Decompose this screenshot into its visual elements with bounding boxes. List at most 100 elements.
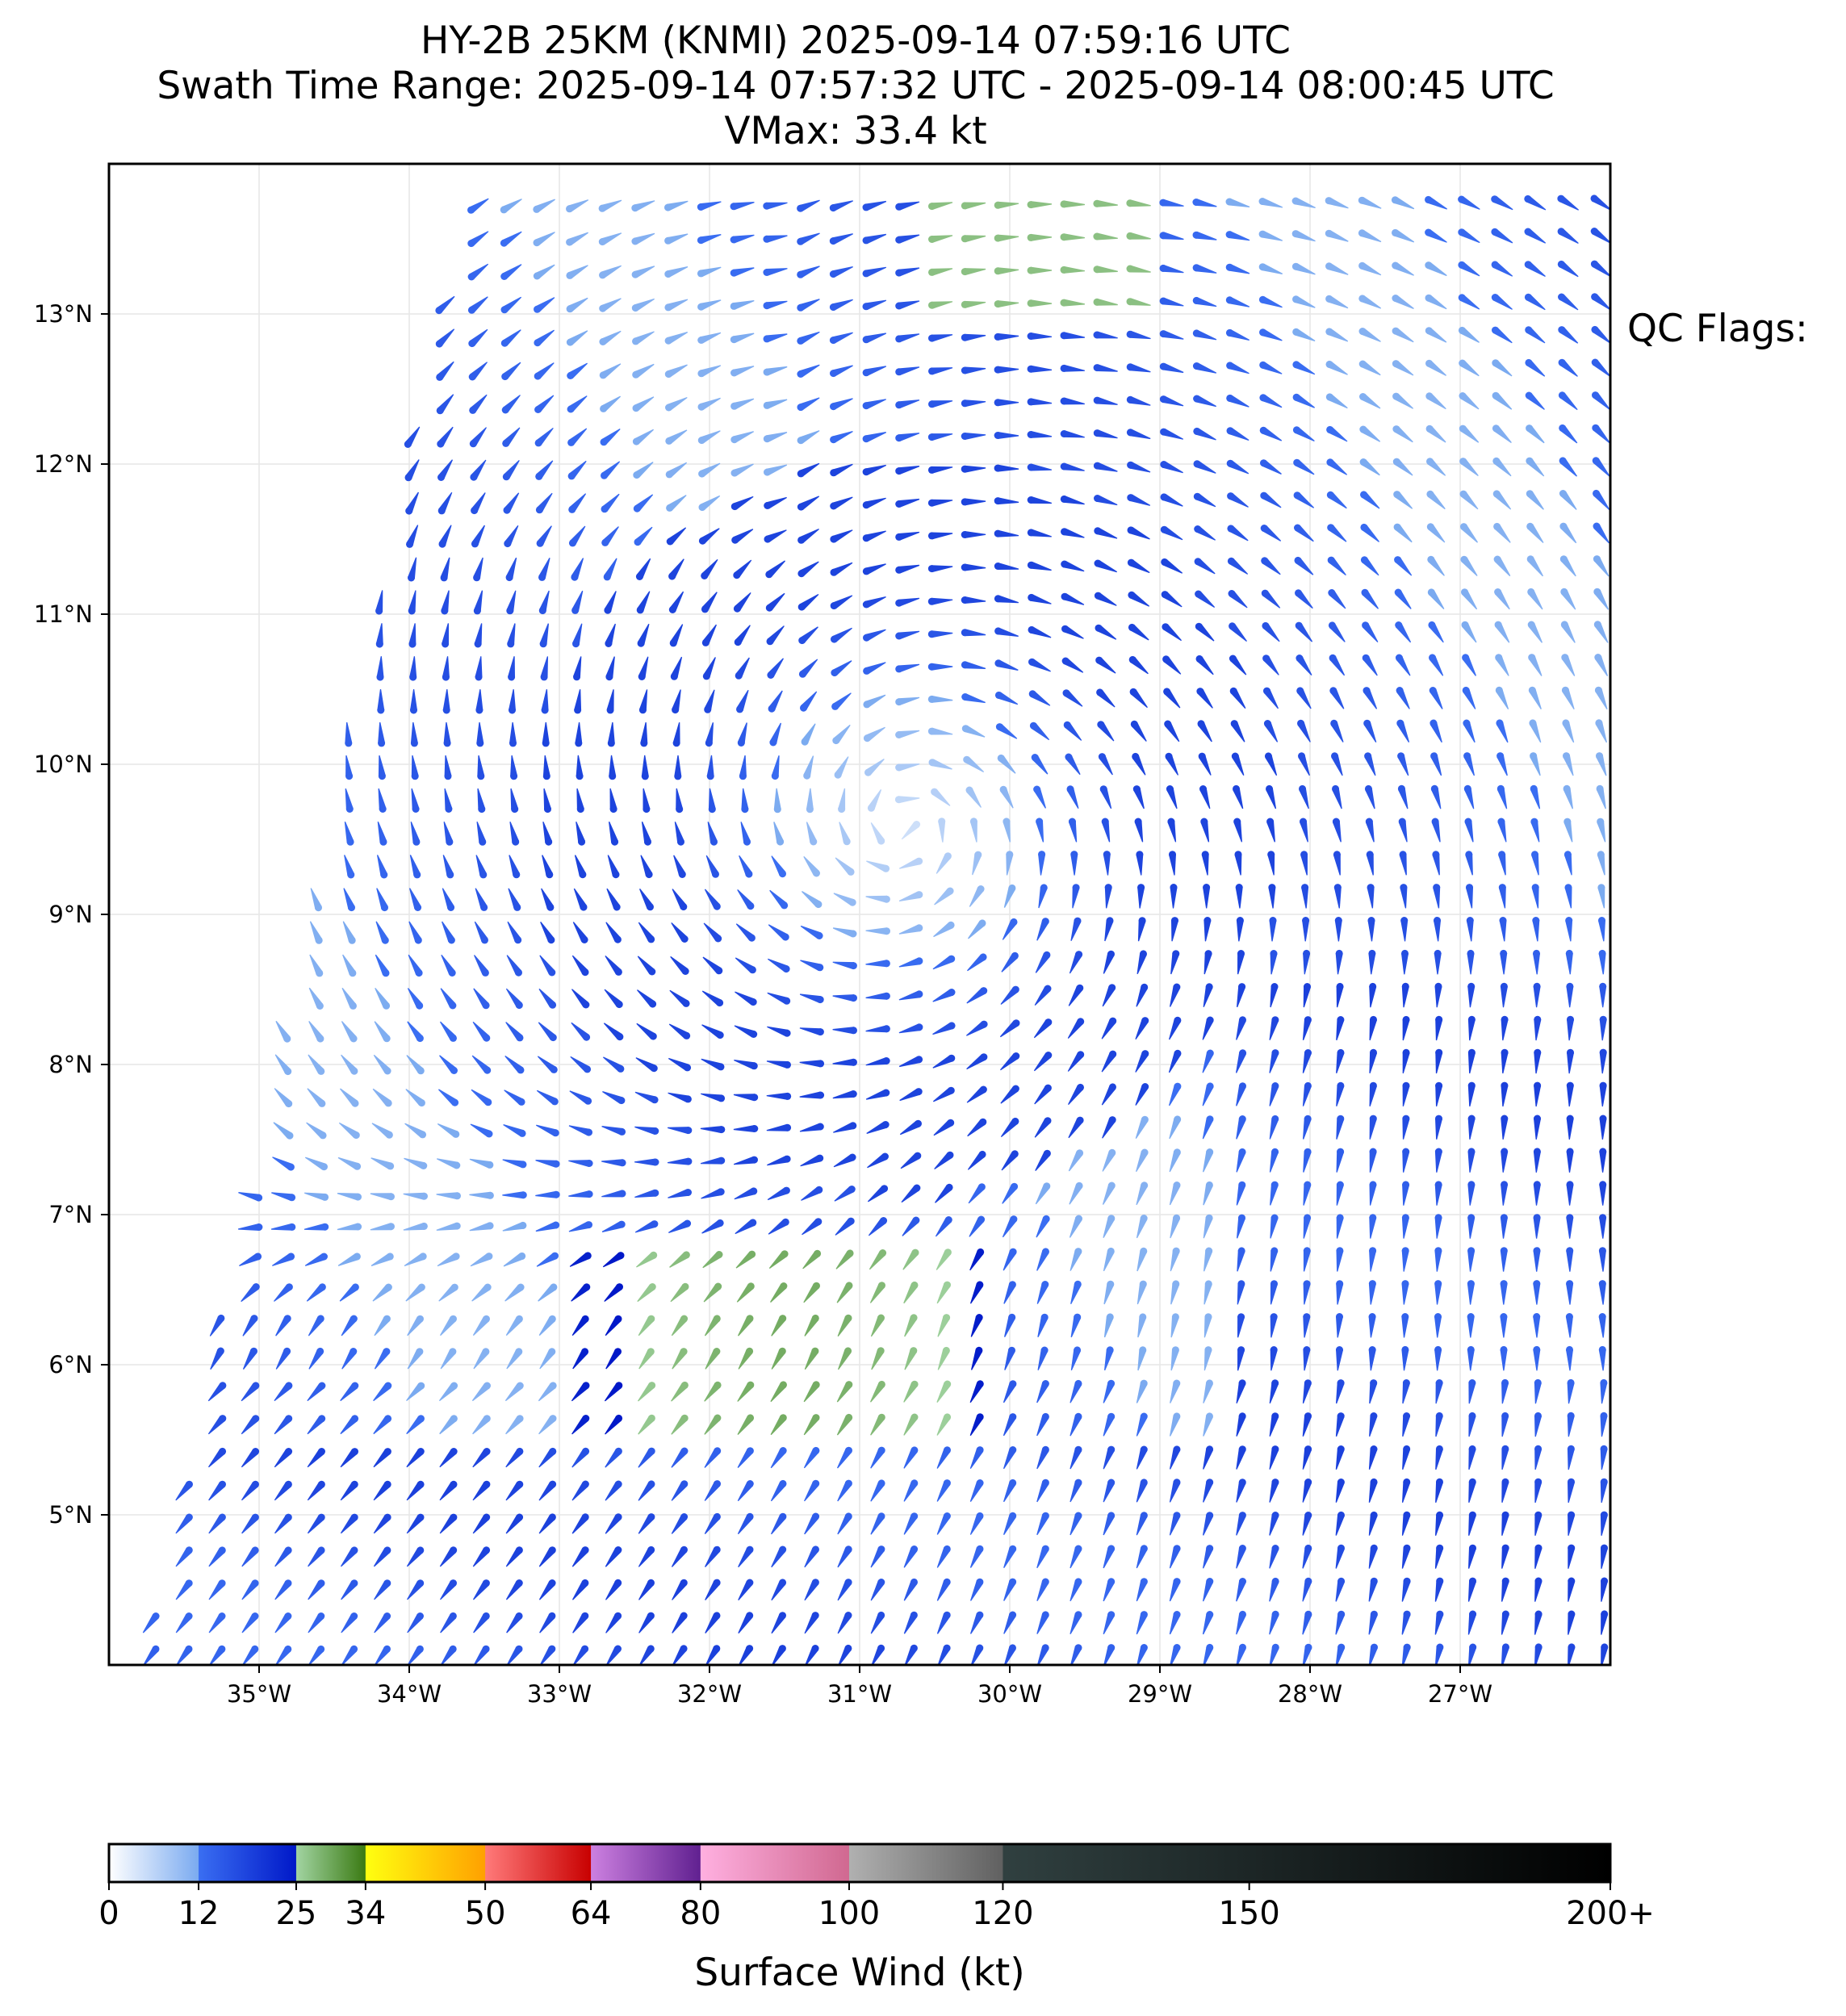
wind-vector bbox=[1500, 1217, 1508, 1239]
wind-vector-head bbox=[515, 1002, 523, 1010]
wind-vector-head bbox=[1492, 457, 1501, 465]
wind-vector bbox=[931, 268, 953, 276]
wind-vector bbox=[1228, 231, 1250, 241]
wind-vector bbox=[1169, 1118, 1181, 1140]
wind-vector bbox=[270, 1223, 293, 1231]
wind-vector-head bbox=[730, 436, 739, 444]
wind-vector-head bbox=[678, 871, 686, 878]
wind-vector bbox=[1335, 1415, 1345, 1437]
wind-vector-head bbox=[1534, 1115, 1541, 1123]
wind-vector bbox=[1368, 1613, 1378, 1635]
wind-vector-head bbox=[581, 1480, 589, 1488]
wind-vector-head bbox=[450, 1283, 458, 1291]
wind-vector bbox=[1066, 788, 1079, 809]
wind-vector-head bbox=[1600, 1378, 1608, 1387]
wind-vector bbox=[509, 689, 516, 711]
wind-vector bbox=[1203, 1448, 1213, 1470]
wind-vector-head bbox=[643, 805, 651, 814]
wind-vector bbox=[733, 202, 755, 211]
wind-vector bbox=[568, 1190, 590, 1198]
wind-vector bbox=[1096, 559, 1117, 573]
wind-vector bbox=[733, 1094, 756, 1102]
wind-vector-head bbox=[812, 1414, 820, 1422]
wind-vector bbox=[1533, 1316, 1541, 1338]
wind-vector-head bbox=[1239, 1610, 1246, 1618]
wind-vector bbox=[1468, 1415, 1476, 1437]
wind-vector-head bbox=[219, 1480, 226, 1488]
wind-vector-head bbox=[283, 1035, 291, 1043]
wind-vector-head bbox=[994, 234, 1002, 242]
wind-vector-head bbox=[1566, 1345, 1573, 1353]
wind-vector bbox=[640, 721, 648, 744]
wind-vector-head bbox=[928, 400, 936, 408]
wind-vector bbox=[1302, 1382, 1312, 1404]
wind-vector bbox=[1202, 1018, 1214, 1040]
wind-vector bbox=[1203, 1547, 1213, 1569]
wind-vector-head bbox=[811, 1314, 819, 1322]
wind-vector bbox=[1063, 364, 1085, 372]
wind-vector-head bbox=[848, 1186, 856, 1193]
wind-vector-head bbox=[915, 990, 923, 998]
wind-vector-head bbox=[1162, 655, 1170, 663]
wind-vector-head bbox=[1458, 326, 1466, 334]
wind-vector bbox=[641, 755, 649, 776]
wind-vector bbox=[766, 399, 788, 409]
wind-vector-head bbox=[976, 1578, 984, 1586]
wind-vector-head bbox=[746, 1545, 754, 1554]
wind-vector-head bbox=[584, 1097, 592, 1105]
wind-vector bbox=[1564, 854, 1572, 876]
wind-vector-head bbox=[961, 693, 969, 701]
wind-vector-head bbox=[384, 1415, 392, 1423]
wind-vector-head bbox=[1436, 1643, 1444, 1651]
wind-vector-head bbox=[994, 691, 1003, 699]
wind-vector-head bbox=[883, 927, 890, 935]
wind-vector-head bbox=[1141, 1115, 1149, 1123]
wind-vector-head bbox=[763, 401, 771, 409]
wind-vector-head bbox=[1141, 983, 1149, 991]
wind-vector-head bbox=[618, 1159, 626, 1167]
wind-vector-head bbox=[285, 1448, 293, 1455]
wind-vector-head bbox=[613, 935, 622, 943]
wind-vector-head bbox=[1009, 1248, 1017, 1256]
wind-vector-head bbox=[1427, 555, 1435, 563]
wind-vector-head bbox=[632, 404, 640, 412]
wind-vector bbox=[964, 399, 986, 408]
wind-vector-head bbox=[697, 370, 705, 378]
wind-vector bbox=[1568, 1514, 1576, 1536]
wind-vector-head bbox=[1009, 1512, 1017, 1520]
wind-vector-head bbox=[1238, 1412, 1246, 1420]
wind-vector-head bbox=[284, 1480, 292, 1488]
wind-vector-head bbox=[538, 607, 546, 615]
wind-vector-head bbox=[534, 406, 542, 413]
wind-vector-head bbox=[1194, 525, 1202, 533]
wind-vector-head bbox=[1325, 393, 1333, 401]
wind-vector-head bbox=[1044, 985, 1052, 993]
wind-vector-head bbox=[599, 271, 606, 279]
wind-vector bbox=[997, 300, 1019, 308]
wind-vector bbox=[1402, 1085, 1410, 1106]
lat-tick-label: 11°N bbox=[34, 600, 93, 628]
wind-vector-head bbox=[321, 1223, 329, 1231]
wind-vector-head bbox=[152, 1645, 160, 1653]
wind-vector-head bbox=[1129, 688, 1137, 696]
wind-vector-head bbox=[1159, 330, 1167, 338]
wind-vector-head bbox=[1360, 523, 1368, 531]
wind-vector-head bbox=[746, 1315, 754, 1323]
wind-vector-head bbox=[1367, 884, 1375, 892]
wind-vector-head bbox=[519, 1161, 527, 1169]
wind-vector-head bbox=[483, 1448, 491, 1455]
wind-vector bbox=[1368, 1646, 1378, 1665]
wind-vector-head bbox=[1557, 260, 1565, 268]
wind-vector-head bbox=[1468, 1478, 1476, 1486]
wind-vector-head bbox=[878, 1282, 885, 1290]
wind-vector bbox=[543, 788, 551, 810]
wind-vector-head bbox=[450, 1480, 458, 1488]
wind-vector-head bbox=[927, 466, 936, 474]
wind-vector bbox=[865, 1025, 887, 1033]
wind-vector bbox=[1203, 1481, 1213, 1503]
wind-vector bbox=[1136, 1580, 1148, 1602]
wind-vector-head bbox=[1558, 293, 1565, 301]
wind-vector-head bbox=[1140, 1479, 1148, 1487]
wind-vector-head bbox=[778, 1645, 786, 1653]
wind-vector-head bbox=[283, 1315, 291, 1323]
